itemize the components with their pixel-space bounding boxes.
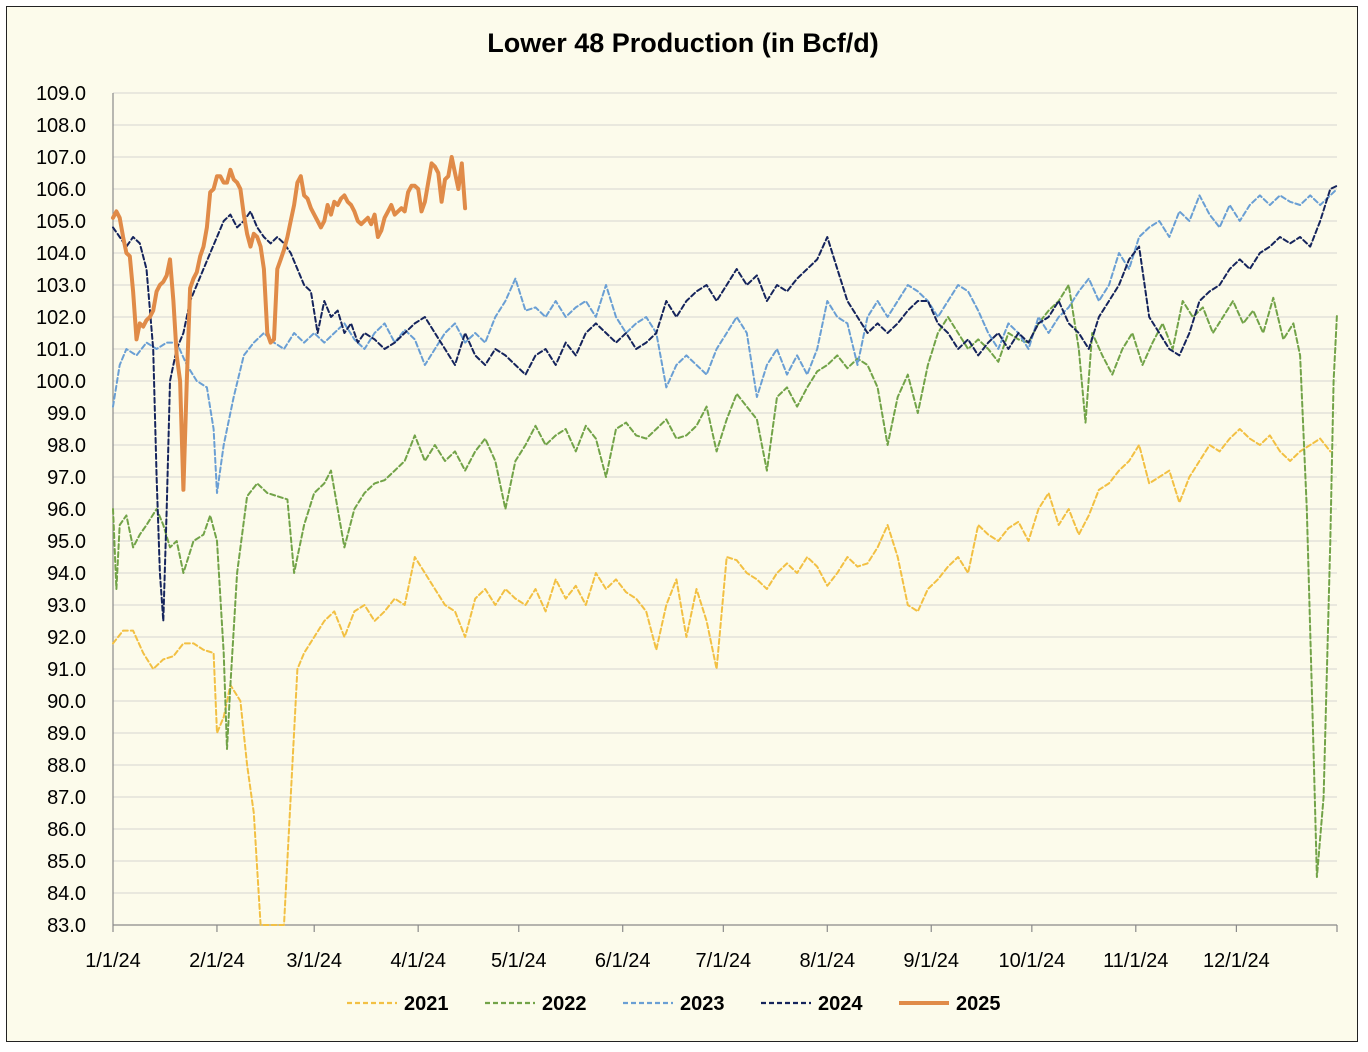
y-tick-label: 107.0 (36, 147, 86, 169)
series-line-2021 (112, 428, 1332, 926)
series-line-2024 (112, 184, 1338, 622)
y-tick-label: 97.0 (47, 467, 86, 489)
axes: 83.0 84.0 85.0 86.0 87.0 88.0 89.0 90.0 91.0 92.0… (36, 83, 1338, 972)
y-tick-label: 92.0 (47, 627, 86, 649)
gridlines (113, 92, 1337, 926)
x-tick-label: 9/1/24 (903, 950, 959, 972)
y-tick-label: 108.0 (36, 115, 86, 137)
legend: 2021 2022 2023 2024 2025 (347, 993, 1001, 1015)
x-tick-label: 12/1/24 (1203, 950, 1270, 972)
y-tick-label: 87.0 (47, 787, 86, 809)
y-tick-label: 103.0 (36, 275, 86, 297)
legend-label-2021: 2021 (404, 993, 449, 1015)
x-tick-label: 2/1/24 (189, 950, 245, 972)
x-tick-label: 6/1/24 (595, 950, 651, 972)
y-tick-label: 90.0 (47, 691, 86, 713)
y-tick-label: 83.0 (47, 915, 86, 937)
y-tick-label: 91.0 (47, 659, 86, 681)
x-tick-label: 7/1/24 (696, 950, 752, 972)
y-tick-label: 104.0 (36, 243, 86, 265)
series-lines (111, 155, 1338, 926)
y-tick-label: 95.0 (47, 531, 86, 553)
y-tick-label: 84.0 (47, 883, 86, 905)
x-tick-label: 1/1/24 (85, 950, 141, 972)
x-tick-label: 4/1/24 (390, 950, 446, 972)
y-tick-label: 100.0 (36, 371, 86, 393)
legend-label-2022: 2022 (542, 993, 587, 1015)
y-tick-label: 106.0 (36, 179, 86, 201)
legend-label-2024: 2024 (818, 993, 863, 1015)
y-tick-label: 96.0 (47, 499, 86, 521)
y-tick-label: 99.0 (47, 403, 86, 425)
y-tick-label: 109.0 (36, 83, 86, 105)
series-line-2025 (111, 155, 468, 492)
chart-title: Lower 48 Production (in Bcf/d) (487, 28, 879, 58)
y-tick-label: 101.0 (36, 339, 86, 361)
x-tick-label: 8/1/24 (799, 950, 855, 972)
x-tick-label: 5/1/24 (491, 950, 547, 972)
legend-label-2023: 2023 (680, 993, 725, 1015)
y-tick-label: 105.0 (36, 211, 86, 233)
y-tick-label: 86.0 (47, 819, 86, 841)
legend-label-2025: 2025 (956, 993, 1001, 1015)
y-tick-label: 89.0 (47, 723, 86, 745)
y-tick-label: 85.0 (47, 851, 86, 873)
y-tick-label: 94.0 (47, 563, 86, 585)
x-tick-label: 3/1/24 (286, 950, 342, 972)
y-tick-label: 93.0 (47, 595, 86, 617)
series-line-2022 (112, 284, 1338, 878)
series-line-2023 (112, 188, 1338, 494)
y-tick-label: 98.0 (47, 435, 86, 457)
x-tick-label: 10/1/24 (998, 950, 1065, 972)
y-tick-label: 102.0 (36, 307, 86, 329)
y-tick-label: 88.0 (47, 755, 86, 777)
x-tick-label: 11/1/24 (1103, 950, 1168, 972)
